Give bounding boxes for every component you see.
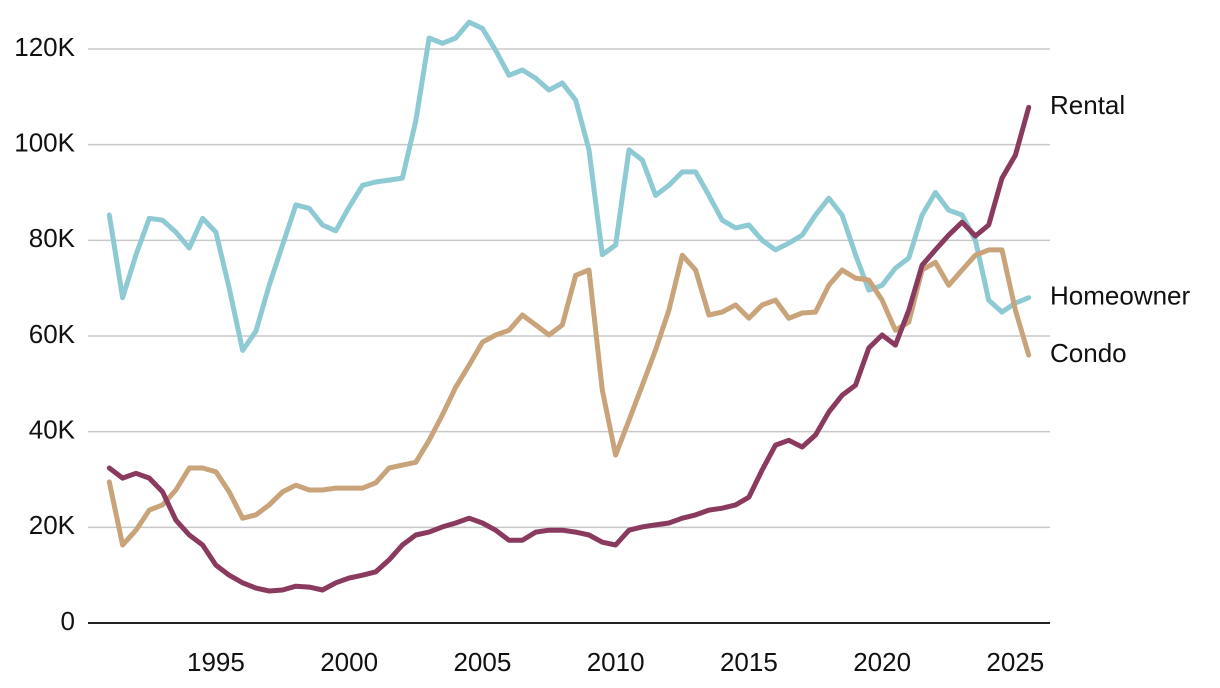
line (106, 247, 1032, 548)
y-tick-label: 40K (29, 415, 76, 445)
series-label: Condo (1050, 338, 1127, 368)
y-tick-label: 20K (29, 510, 76, 540)
x-tick-label: 2005 (453, 647, 511, 677)
x-tick-label: 2025 (986, 647, 1044, 677)
line (106, 104, 1032, 594)
x-tick-label: 2020 (853, 647, 911, 677)
y-tick-label: 80K (29, 223, 76, 253)
x-tick-label: 2010 (587, 647, 645, 677)
y-tick-label: 0 (61, 606, 75, 636)
series-label: Rental (1050, 90, 1125, 120)
y-tick-label: 60K (29, 319, 76, 349)
series-label: Homeowner (1050, 281, 1191, 311)
x-tick-label: 1995 (187, 647, 245, 677)
y-tick-label: 120K (14, 32, 75, 62)
x-tick-label: 2000 (320, 647, 378, 677)
x-tick-label: 2015 (720, 647, 778, 677)
y-tick-label: 100K (14, 128, 75, 158)
